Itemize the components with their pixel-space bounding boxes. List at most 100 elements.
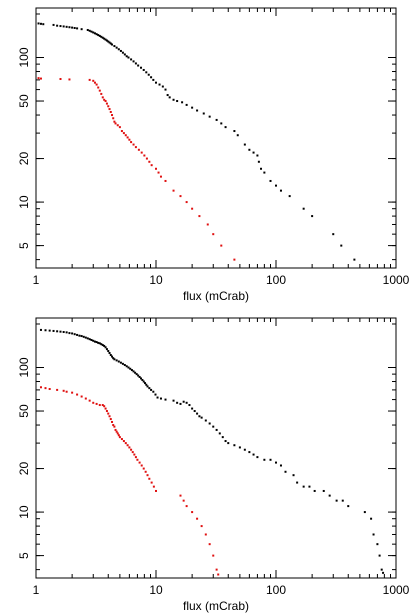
bright-source-point [109,42,112,45]
faint-source-point [92,79,95,82]
bright-source-point [172,98,175,101]
bright-source-point [132,370,135,373]
faint-source-point [220,244,223,247]
bright-source-point [80,28,83,31]
faint-source-point [71,391,74,394]
y-tick-label: 100 [17,47,31,67]
bright-source-point [39,328,42,331]
bright-source-point [135,373,138,376]
bright-source-point [370,517,373,520]
faint-source-point [109,418,112,421]
bright-source-point [76,27,79,30]
faint-source-point [208,543,211,546]
bright-source-point [243,448,246,451]
bright-source-point [121,362,124,365]
bright-source-point [380,568,383,571]
bright-source-point [56,330,59,333]
bright-source-point [340,244,343,247]
faint-source-point [98,404,101,407]
y-tick-label: 10 [17,505,31,519]
faint-source-point [130,448,133,451]
bright-source-point [141,378,144,381]
faint-source-point [84,397,87,400]
bright-source-point [39,22,42,25]
bright-source-point [279,464,282,467]
bright-source-point [378,554,381,557]
faint-source-point [131,451,134,454]
bright-source-point [103,344,106,347]
bright-source-point [71,332,74,335]
bright-source-point [144,382,147,385]
x-tick-label: 1 [33,273,40,287]
bright-source-point [146,385,149,388]
faint-source-point [124,134,127,137]
bright-source-point [248,451,251,454]
bright-source-point [168,96,171,99]
bright-source-point [100,35,103,38]
bright-source-point [227,442,230,445]
bright-source-point [65,331,68,334]
bright-source-point [65,25,68,28]
bright-source-point [44,329,47,332]
top-x-axis-label: flux (mCrab) [183,289,249,303]
bright-source-point [198,415,201,418]
faint-source-point [233,258,236,261]
bottom-data [39,328,385,576]
bright-source-point [313,489,316,492]
bright-source-point [161,85,164,88]
faint-source-point [144,470,147,473]
bright-source-point [142,68,145,71]
bright-source-point [159,397,162,400]
faint-source-point [122,440,125,443]
bright-source-point [104,346,107,349]
y-tick-label: 5 [17,552,31,559]
x-tick-label: 10 [149,273,163,287]
faint-source-point [105,410,108,413]
faint-source-point [179,494,182,497]
bright-source-point [215,118,218,121]
bright-source-point [107,40,110,43]
bright-source-point [145,71,148,74]
bright-source-point [248,148,251,151]
bright-source-point [117,48,120,51]
bright-source-point [145,383,148,386]
y-tick-label: 10 [17,195,31,209]
bright-source-point [302,485,305,488]
bright-source-point [52,23,55,26]
bright-source-point [129,367,132,370]
bright-source-point [95,33,98,36]
bright-source-point [56,24,59,27]
faint-source-point [111,114,114,117]
faint-source-point [133,453,136,456]
bright-source-point [86,337,89,340]
bright-source-point [208,422,211,425]
bright-source-point [76,333,79,336]
bright-source-point [127,366,130,369]
faint-source-point [112,424,115,427]
bright-source-point [204,419,207,422]
bright-source-point [73,333,76,336]
faint-source-point [148,160,151,163]
bright-source-point [275,461,277,464]
faint-source-point [145,157,148,160]
faint-source-point [179,195,182,198]
bright-source-point [125,55,128,58]
bright-source-point [302,207,305,210]
faint-source-point [130,141,133,144]
bright-source-point [185,401,188,404]
bright-source-point [154,393,157,396]
faint-source-point [215,568,218,571]
y-tick-label: 50 [17,94,31,108]
faint-source-point [134,456,137,459]
faint-source-point [122,132,125,135]
bright-source-point [150,76,153,79]
bright-source-point [78,334,81,337]
bright-source-point [196,412,199,415]
bright-source-point [182,400,185,403]
bright-source-point [155,81,157,84]
bright-source-point [101,344,104,347]
faint-source-point [164,179,167,182]
faint-source-point [37,77,40,80]
